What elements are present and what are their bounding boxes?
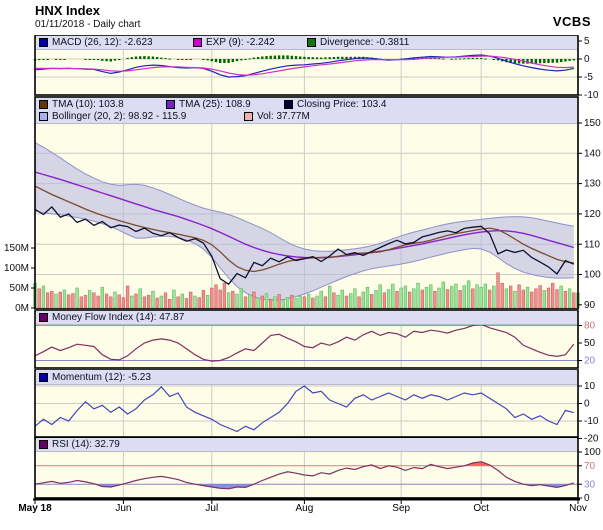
rsi-line xyxy=(34,461,574,490)
x-axis-label: May 18 xyxy=(18,503,52,514)
axis-tick-label: 50 xyxy=(584,338,596,349)
macd-legend-strip: MACD (26, 12): -2.623 EXP (9): -2.242 Di… xyxy=(36,36,577,50)
bollinger-upper-line xyxy=(34,142,574,252)
axis-tick-label: 100 xyxy=(584,447,601,458)
axis-tick-label: -5 xyxy=(584,72,593,83)
axis-tick-label: 50M xyxy=(10,283,29,294)
momentum-plot-area xyxy=(35,384,578,437)
legend-label: RSI (14): 32.79 xyxy=(52,439,120,450)
macd-swatch-icon xyxy=(39,38,48,47)
x-axis-label: Nov xyxy=(569,503,587,514)
legend-item-mfi: Money Flow Index (14): 47.87 xyxy=(39,312,184,323)
axis-tick-label: 70 xyxy=(584,461,596,472)
volume-bars xyxy=(33,272,580,309)
axis-tick-label: 110 xyxy=(584,239,600,250)
legend-item-volume: Vol: 37.77M xyxy=(244,111,310,122)
axis-tick-label: 0 xyxy=(584,399,590,410)
axis-tick-label: 20 xyxy=(584,356,596,367)
axis-tick-label: -10 xyxy=(584,90,599,101)
legend-item-bollinger: Bollinger (20, 2): 98.92 - 115.9 xyxy=(39,111,186,122)
legend-label: TMA (10): 103.8 xyxy=(52,99,124,110)
axis-tick-label: 0M xyxy=(15,303,29,314)
rsi-legend-strip: RSI (14): 32.79 xyxy=(36,438,577,452)
price-legend-strip: TMA (10): 103.8 TMA (25): 108.9 Closing … xyxy=(36,98,577,124)
x-axis-label: Oct xyxy=(473,503,489,514)
legend-item-momentum: Momentum (12): -5.23 xyxy=(39,372,151,383)
closing-price-line xyxy=(34,205,575,286)
legend-item-closing-price: Closing Price: 103.4 xyxy=(284,99,387,110)
momentum-swatch-icon xyxy=(39,373,48,382)
rsi-plot-area xyxy=(35,451,578,498)
legend-item-tma10: TMA (10): 103.8 xyxy=(39,99,124,110)
x-axis-label: Jun xyxy=(115,503,132,514)
axis-tick-label: 100M xyxy=(4,263,29,274)
legend-item-divergence: Divergence: -0.3811 xyxy=(307,37,409,48)
rsi-swatch-icon xyxy=(39,440,48,449)
tma25-swatch-icon xyxy=(166,100,175,109)
momentum-line xyxy=(34,385,574,433)
tma25-line xyxy=(34,171,574,259)
legend-label: Bollinger (20, 2): 98.92 - 115.9 xyxy=(52,111,187,122)
brand-logo: VCBS xyxy=(552,14,591,29)
legend-label: Divergence: -0.3811 xyxy=(320,37,410,48)
legend-label: MACD (26, 12): -2.623 xyxy=(52,37,153,48)
page-title: HNX Index xyxy=(35,3,101,18)
closing-price-swatch-icon xyxy=(284,100,293,109)
axis-tick-label: 5 xyxy=(584,36,590,47)
mfi-swatch-icon xyxy=(39,313,48,322)
axis-tick-label: 120 xyxy=(584,209,601,220)
legend-item-tma25: TMA (25): 108.9 xyxy=(166,99,251,110)
volume-swatch-icon xyxy=(244,112,253,121)
axis-tick-label: 0 xyxy=(584,54,590,65)
legend-label: Closing Price: 103.4 xyxy=(297,99,387,110)
legend-item-exp: EXP (9): -2.242 xyxy=(193,37,275,48)
legend-label: Money Flow Index (14): 47.87 xyxy=(52,312,185,323)
bollinger-lower-line xyxy=(34,210,574,301)
axis-tick-label: -10 xyxy=(584,416,599,427)
mfi-line xyxy=(34,323,575,362)
axis-tick-label: 130 xyxy=(584,179,601,190)
mfi-plot-area xyxy=(35,324,578,368)
chart-subtitle: 01/11/2018 - Daily chart xyxy=(35,19,141,30)
x-axis-label: Jul xyxy=(205,503,219,514)
price-panel-border xyxy=(34,96,579,310)
tma10-swatch-icon xyxy=(39,100,48,109)
momentum-legend-strip: Momentum (12): -5.23 xyxy=(36,370,577,385)
axis-tick-label: 0 xyxy=(584,493,590,504)
x-axis-label: Aug xyxy=(295,503,314,514)
axis-tick-label: 140 xyxy=(584,148,601,159)
legend-label: Vol: 37.77M xyxy=(257,111,310,122)
divergence-swatch-icon xyxy=(307,38,316,47)
exp-line xyxy=(35,55,574,76)
axis-tick-label: 30 xyxy=(584,479,596,490)
legend-item-rsi: RSI (14): 32.79 xyxy=(39,439,120,450)
bollinger-swatch-icon xyxy=(39,112,48,121)
axis-tick-label: 10 xyxy=(584,381,596,392)
legend-label: EXP (9): -2.242 xyxy=(206,37,275,48)
axis-tick-label: 100 xyxy=(584,270,601,281)
exp-swatch-icon xyxy=(193,38,202,47)
legend-label: Momentum (12): -5.23 xyxy=(52,372,151,383)
x-axis-label: Sep xyxy=(392,503,411,514)
mfi-legend-strip: Money Flow Index (14): 47.87 xyxy=(36,311,577,325)
axis-tick-label: 90 xyxy=(584,300,596,311)
legend-label: TMA (25): 108.9 xyxy=(179,99,251,110)
axis-tick-label: 150M xyxy=(4,243,29,254)
axis-tick-label: -20 xyxy=(584,434,599,445)
axis-tick-label: 150 xyxy=(584,118,601,129)
axis-tick-label: 80 xyxy=(584,321,596,332)
legend-item-macd: MACD (26, 12): -2.623 xyxy=(39,37,153,48)
